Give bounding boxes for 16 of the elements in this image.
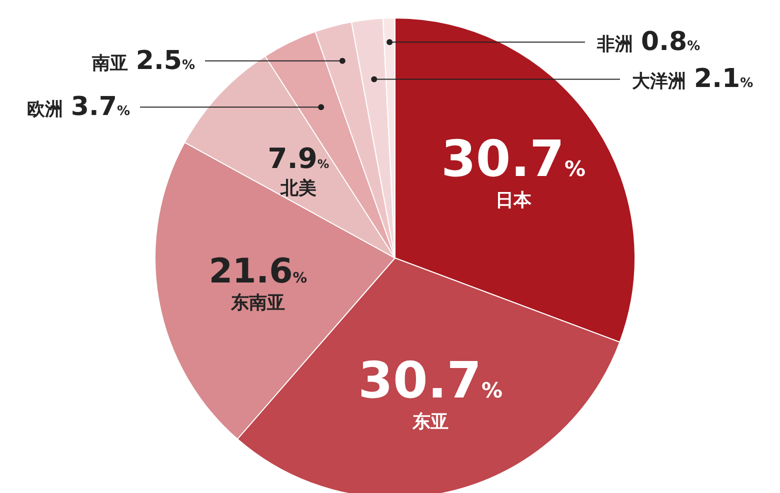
data-label: 21.6% <box>208 251 308 292</box>
data-label: 30.7% <box>441 130 586 188</box>
data-label: 7.9% <box>268 142 330 175</box>
slice-label: 欧洲 <box>26 99 63 120</box>
slice-label: 大洋洲 <box>631 71 686 92</box>
slice-label: 东亚 <box>411 412 448 433</box>
data-label: 3.7% <box>70 92 130 122</box>
slice-label: 南亚 <box>90 52 128 74</box>
slice-label: 日本 <box>495 190 532 211</box>
slice-label: 非洲 <box>596 34 633 56</box>
data-label: 2.1% <box>694 64 754 94</box>
data-label: 0.8% <box>641 27 700 58</box>
data-label: 30.7% <box>358 352 503 410</box>
slice-label: 北美 <box>279 178 316 199</box>
slice-label: 东南亚 <box>230 292 285 314</box>
data-label: 2.5% <box>136 46 195 76</box>
